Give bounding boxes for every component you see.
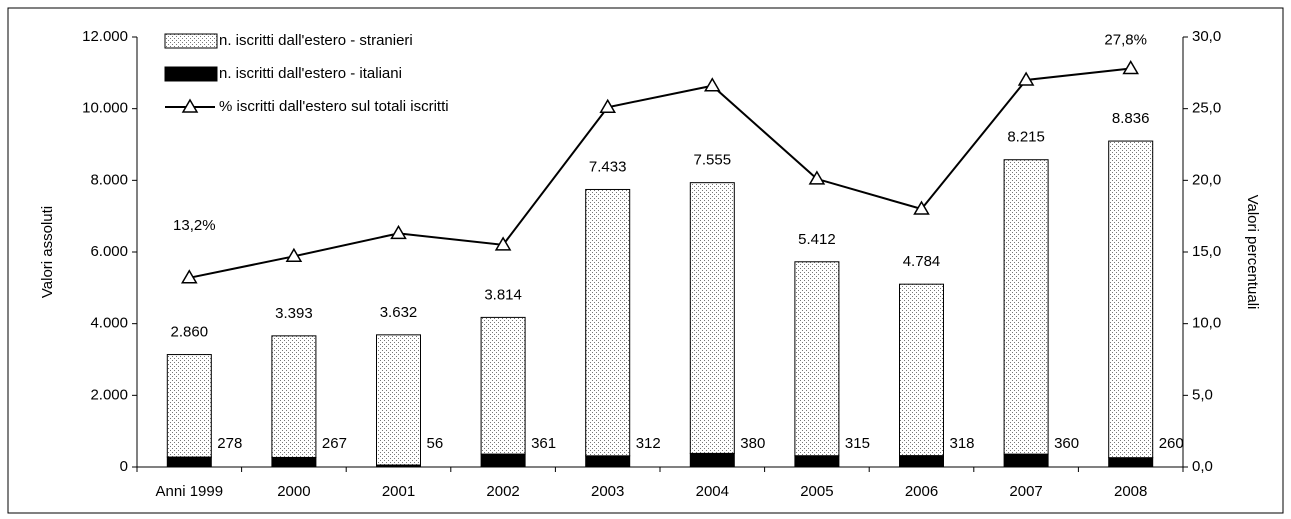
bar <box>166 354 212 458</box>
bar <box>689 182 735 454</box>
y-tick-label: 8.000 <box>90 171 128 188</box>
bar <box>166 456 212 468</box>
line-marker <box>285 247 303 263</box>
bar <box>689 452 735 468</box>
bar-value-label: 3.814 <box>484 286 522 303</box>
chart-border <box>7 7 1284 514</box>
x-tick-label: 2002 <box>486 483 519 500</box>
y2-tick-label: 0,0 <box>1192 458 1213 475</box>
line-marker <box>180 269 198 284</box>
bar <box>899 283 944 457</box>
x-tick-label: Anni 1999 <box>156 483 224 500</box>
legend-swatch <box>164 33 218 49</box>
x-tick-label: 2005 <box>800 483 833 500</box>
bar-value-label: 360 <box>1054 435 1079 452</box>
y2-tick-label: 30,0 <box>1192 28 1221 45</box>
line-marker <box>1122 60 1140 75</box>
bar-value-label: 3.632 <box>380 304 418 321</box>
y2-tick-label: 15,0 <box>1192 243 1221 260</box>
bar <box>899 455 944 468</box>
bar <box>585 455 631 468</box>
y2-tick-label: 25,0 <box>1192 100 1221 117</box>
bar <box>376 334 421 466</box>
bar-value-label: 4.784 <box>903 253 941 270</box>
bar <box>794 261 840 457</box>
line-marker <box>1017 71 1035 86</box>
x-tick-label: 2000 <box>277 483 310 500</box>
bar <box>480 453 526 468</box>
bar <box>271 335 317 458</box>
line-value-label: 13,2% <box>173 217 216 234</box>
line-marker <box>599 98 617 113</box>
line-marker <box>913 200 930 215</box>
bar-value-label: 361 <box>531 435 556 452</box>
x-tick-label: 2001 <box>382 483 415 500</box>
bar-value-label: 2.860 <box>171 324 209 341</box>
line-marker <box>703 77 721 92</box>
bar-value-label: 56 <box>427 435 444 452</box>
bar-value-label: 5.412 <box>798 231 836 248</box>
x-tick-label: 2003 <box>591 483 624 500</box>
bar <box>271 456 317 468</box>
x-tick-label: 2008 <box>1114 483 1147 500</box>
bar-value-label: 312 <box>636 435 661 452</box>
line-marker <box>390 224 407 240</box>
y-tick-label: 0 <box>120 458 128 475</box>
bar-value-label: 7.433 <box>589 158 627 175</box>
legend-label: n. iscritti dall'estero - italiani <box>219 65 402 82</box>
bar <box>794 455 840 468</box>
y-tick-label: 4.000 <box>90 315 128 332</box>
x-tick-label: 2007 <box>1009 483 1042 500</box>
bar-value-label: 315 <box>845 435 870 452</box>
line-marker <box>808 170 826 185</box>
bar <box>1108 457 1154 468</box>
y-tick-label: 2.000 <box>90 386 128 403</box>
y2-tick-label: 10,0 <box>1192 315 1221 332</box>
bar-value-label: 8.215 <box>1007 129 1045 146</box>
bar-value-label: 260 <box>1159 435 1184 452</box>
bar <box>1003 453 1049 468</box>
bar <box>1003 159 1049 455</box>
line-marker <box>494 236 512 251</box>
y2-tick-label: 5,0 <box>1192 386 1213 403</box>
y-tick-label: 6.000 <box>90 243 128 260</box>
bar-value-label: 318 <box>950 435 975 452</box>
legend-label: % iscritti dall'estero sul totali iscrit… <box>219 98 449 115</box>
bar-value-label: 267 <box>322 435 347 452</box>
legend-swatch <box>164 66 218 82</box>
line-value-label: 27,8% <box>1104 32 1147 49</box>
y-axis-label: Valori assoluti <box>39 206 56 298</box>
y-tick-label: 10.000 <box>82 100 128 117</box>
x-tick-label: 2006 <box>905 483 938 500</box>
y2-axis-label: Valori percentuali <box>1244 195 1261 310</box>
bar <box>585 188 631 457</box>
legend-label: n. iscritti dall'estero - stranieri <box>219 32 413 49</box>
bar-value-label: 3.393 <box>275 305 313 322</box>
bar-value-label: 380 <box>740 435 765 452</box>
bar-value-label: 7.555 <box>694 152 732 169</box>
y2-tick-label: 20,0 <box>1192 171 1221 188</box>
y-tick-label: 12.000 <box>82 28 128 45</box>
bar-value-label: 278 <box>217 435 242 452</box>
bar-value-label: 8.836 <box>1112 110 1150 127</box>
x-tick-label: 2004 <box>696 483 729 500</box>
bar <box>1108 140 1154 459</box>
line <box>189 67 1131 279</box>
bar <box>480 316 526 455</box>
legend-marker <box>181 98 199 113</box>
